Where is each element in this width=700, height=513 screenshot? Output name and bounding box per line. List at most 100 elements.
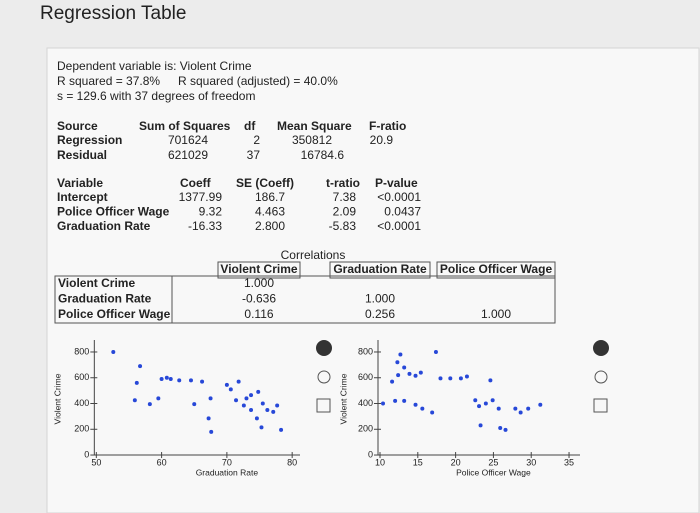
y-tick-label: 0: [368, 449, 373, 459]
point: [241, 403, 246, 408]
table-cell: 350812: [292, 133, 332, 147]
point: [490, 398, 495, 403]
x-tick-label: 15: [413, 457, 423, 467]
point: [430, 410, 435, 415]
point: [249, 393, 254, 398]
point: [402, 365, 407, 370]
corr-header: Police Officer Wage: [440, 262, 553, 276]
point: [477, 404, 482, 409]
point: [438, 376, 443, 381]
point: [503, 427, 508, 432]
zoom-out-icon[interactable]: [594, 370, 608, 384]
table-cell: 0.0437: [384, 205, 421, 219]
table-header: Sum of Squares: [139, 119, 231, 133]
expand-icon[interactable]: [316, 398, 331, 413]
point: [407, 371, 412, 376]
point: [254, 416, 259, 421]
point: [156, 396, 161, 401]
point: [279, 427, 284, 432]
y-tick-label: 600: [74, 372, 89, 382]
y-tick-label: 600: [358, 372, 373, 382]
point: [265, 407, 270, 412]
zoom-out-icon[interactable]: [317, 370, 331, 384]
point: [138, 364, 143, 369]
zoom-in-icon[interactable]: [316, 340, 332, 356]
point: [413, 373, 418, 378]
point: [244, 396, 249, 401]
point: [464, 374, 469, 379]
table-cell: 4.463: [255, 205, 285, 219]
point: [526, 406, 531, 411]
zoom-icons[interactable]: [316, 340, 609, 413]
row-label: Residual: [57, 148, 107, 162]
point: [390, 379, 395, 384]
point: [473, 398, 478, 403]
point: [518, 410, 523, 415]
point: [418, 370, 423, 375]
corr-row-label: Graduation Rate: [58, 292, 152, 306]
point: [177, 378, 182, 383]
y-tick-label: 400: [358, 398, 373, 408]
table-cell: 1377.99: [179, 190, 223, 204]
table-header: Variable: [57, 176, 103, 190]
table-cell: 20.9: [370, 133, 394, 147]
point: [498, 425, 503, 430]
point: [538, 402, 543, 407]
point: [513, 406, 518, 411]
corr-cell: 0.256: [365, 307, 395, 321]
point: [234, 398, 239, 403]
corr-header: Violent Crime: [220, 262, 297, 276]
y-tick-label: 800: [358, 346, 373, 356]
point: [132, 398, 137, 403]
point: [256, 389, 261, 394]
table-cell: -5.83: [329, 219, 357, 233]
point: [488, 378, 493, 383]
point: [188, 378, 193, 383]
y-tick-label: 0: [84, 449, 89, 459]
corr-cell: 1.000: [365, 292, 395, 306]
point: [478, 423, 483, 428]
row-label: Graduation Rate: [57, 219, 151, 233]
corr-header-box: [329, 261, 431, 279]
point: [396, 373, 401, 378]
y-axis-label: Violent Crime: [338, 373, 348, 424]
table-header: SE (Coeff): [236, 176, 294, 190]
point: [433, 349, 438, 354]
table-cell: 16784.6: [301, 148, 345, 162]
x-tick-label: 80: [287, 457, 297, 467]
point: [420, 406, 425, 411]
corr-header-box: [436, 261, 556, 279]
table-header: df: [244, 119, 256, 133]
summary-line: R squared = 37.8%: [57, 74, 160, 88]
table-cell: 621029: [168, 148, 208, 162]
point: [209, 429, 214, 434]
corr-header: Graduation Rate: [333, 262, 427, 276]
corr-cell: 1.000: [244, 276, 274, 290]
point: [393, 398, 398, 403]
point: [228, 387, 233, 392]
point: [395, 360, 400, 365]
x-tick-label: 30: [526, 457, 536, 467]
x-tick-label: 20: [451, 457, 461, 467]
y-tick-label: 800: [74, 346, 89, 356]
point: [448, 376, 453, 381]
row-label: Regression: [57, 133, 122, 147]
point: [381, 401, 386, 406]
row-label: Intercept: [57, 190, 108, 204]
x-tick-label: 10: [375, 457, 385, 467]
point: [134, 380, 139, 385]
point: [398, 352, 403, 357]
zoom-in-icon[interactable]: [593, 340, 609, 356]
corr-row-label: Police Officer Wage: [58, 307, 171, 321]
point: [271, 409, 276, 414]
expand-icon[interactable]: [593, 398, 608, 413]
x-tick-label: 70: [222, 457, 232, 467]
point: [236, 379, 241, 384]
x-tick-label: 35: [564, 457, 574, 467]
point: [164, 375, 169, 380]
x-tick-label: 50: [91, 457, 101, 467]
point: [192, 402, 197, 407]
table-cell: 2.09: [333, 205, 357, 219]
